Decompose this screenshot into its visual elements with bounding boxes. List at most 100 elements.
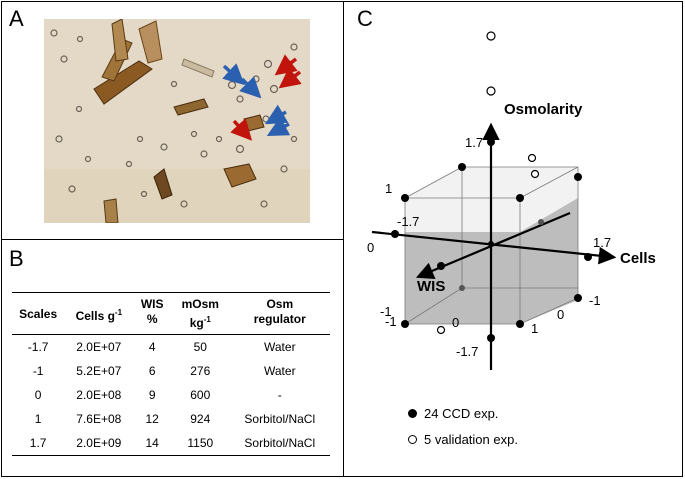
- validation-point: [527, 153, 537, 163]
- cell-wis: 6: [148, 364, 156, 378]
- table-row: 1 7.6E+08 12 924 Sorbitol/NaCl: [12, 407, 330, 431]
- validation-points: [436, 31, 540, 335]
- ccd-point: [574, 173, 582, 181]
- osm-label-bottom: -1.7: [456, 344, 478, 359]
- osm-label-neg-one-a: -1: [380, 304, 392, 319]
- design-table: Scales Cells g-1 WIS% mOsm kg-1 Osm regula…: [12, 292, 330, 456]
- header-scales: Scales: [19, 306, 58, 321]
- cell-mosm: 600: [190, 388, 211, 402]
- header-mosm-unit-text: kg: [189, 316, 204, 330]
- axis-label-wis: WIS: [417, 278, 445, 295]
- header-wis: WIS%: [133, 293, 171, 335]
- validation-point: [486, 31, 496, 41]
- cell-scale: 0: [34, 388, 42, 402]
- cell-mosm: 924: [190, 412, 211, 426]
- legend-item-ccd: 24 CCD exp.: [408, 406, 498, 421]
- cell-wis: 9: [148, 388, 156, 402]
- header-regulator-label: regulator: [253, 312, 306, 326]
- header-cells: Cells g-1: [64, 293, 133, 335]
- ccd-point: [459, 285, 465, 291]
- ccd-point: [538, 219, 544, 225]
- cell-scale: 1: [34, 412, 42, 426]
- cell-regulator: Sorbitol/NaCl: [244, 436, 316, 450]
- table-row: 0 2.0E+08 9 600 -: [12, 383, 330, 407]
- cell-scale: -1.7: [27, 340, 49, 354]
- ccd-point: [488, 241, 494, 247]
- osm-label-zero: 0: [367, 240, 374, 255]
- cells-label-top: 1.7: [593, 235, 611, 250]
- panel-label-c: C: [357, 6, 373, 31]
- wis-label-one: 1: [531, 321, 538, 336]
- cube-edges: [404, 166, 579, 325]
- cell-regulator: -: [277, 388, 282, 402]
- cell-wis: 12: [145, 412, 159, 426]
- panel-label-a: A: [9, 6, 24, 31]
- axis-label-cells: Cells: [620, 250, 656, 267]
- table-row: -1 5.2E+07 6 276 Water: [12, 359, 330, 383]
- filled-circle-icon: [408, 409, 417, 418]
- micrograph-image: [44, 19, 310, 223]
- micrograph-drawing: [44, 19, 310, 223]
- header-mosm-label: mOsm: [181, 297, 219, 311]
- wis-label-neg: -1.7: [397, 214, 419, 229]
- cell-cells: 2.0E+09: [76, 436, 122, 450]
- cell-cells: 5.2E+07: [76, 364, 122, 378]
- ccd-point: [516, 320, 524, 328]
- cell-mosm: 50: [193, 340, 207, 354]
- axis-label-osmolarity: Osmolarity: [504, 101, 583, 118]
- header-osm-regulator: Osm regulator: [230, 293, 330, 335]
- validation-point: [436, 325, 446, 335]
- ccd-point: [437, 262, 445, 270]
- header-cells-label: Cells g: [75, 308, 115, 323]
- cell-regulator: Water: [264, 364, 296, 378]
- osm-label-top: 1.7: [465, 135, 483, 150]
- cell-cells: 2.0E+08: [76, 388, 122, 402]
- cell-cells: 7.6E+08: [76, 412, 122, 426]
- osm-label-neg-one-b: -1: [385, 314, 397, 329]
- panel-label-b: B: [9, 246, 24, 271]
- cell-mosm: 1150: [187, 436, 214, 450]
- tick-labels: 1.7 1 0 -1 -1 -1.7 1.7 -1 0 -1.7 0 1: [367, 135, 611, 359]
- header-wis-unit: %: [146, 312, 158, 326]
- cell-wis: 14: [145, 436, 159, 450]
- header-mosm-unit: kg-1: [171, 312, 230, 331]
- header-wis-label: WIS: [140, 297, 164, 311]
- ccd-points: [391, 138, 592, 342]
- validation-point: [530, 169, 540, 179]
- cells-label-zero: 0: [557, 307, 564, 322]
- osm-label-one: 1: [385, 181, 392, 196]
- wis-label-zero: 0: [452, 315, 459, 330]
- ccd-point: [391, 230, 399, 238]
- cell-cells: 2.0E+07: [76, 340, 122, 354]
- cell-scale: -1: [32, 364, 44, 378]
- ccd-point: [401, 194, 409, 202]
- ccd-point: [458, 163, 466, 171]
- ccd-point: [487, 138, 495, 146]
- cell-regulator: Water: [264, 340, 296, 354]
- table-row: 1.7 2.0E+09 14 1150 Sorbitol/NaCl: [12, 431, 330, 456]
- ccd-point: [574, 294, 582, 302]
- header-mosm: mOsm kg-1: [171, 293, 230, 335]
- design-cube-diagram: Osmolarity Cells WIS 1.7 1 0 -1 -1 -1.7 …: [367, 31, 656, 370]
- legend-item-validation: 5 validation exp.: [408, 432, 518, 447]
- header-osm-label: Osm: [266, 297, 294, 311]
- header-mosm-exponent: -1: [203, 315, 211, 324]
- cell-scale: 1.7: [29, 436, 47, 450]
- wis-axis: [415, 211, 571, 280]
- legend-label-validation: 5 validation exp.: [424, 432, 518, 447]
- ccd-point: [584, 253, 592, 261]
- cell-mosm: 276: [190, 364, 211, 378]
- cell-wis: 4: [148, 340, 156, 354]
- validation-point: [486, 86, 496, 96]
- table-header-row: Scales Cells g-1 WIS% mOsm kg-1 Osm regula…: [12, 292, 330, 335]
- ccd-point: [401, 320, 409, 328]
- legend-label-ccd: 24 CCD exp.: [424, 406, 499, 421]
- header-cells-exponent: -1: [114, 307, 123, 317]
- cells-label-neg-one: -1: [589, 293, 601, 308]
- cell-regulator: Sorbitol/NaCl: [244, 412, 316, 426]
- table-row: -1.7 2.0E+07 4 50 Water: [12, 335, 330, 360]
- ccd-point: [516, 194, 524, 202]
- ccd-point: [487, 334, 495, 342]
- panel-divider-horizontal: [1, 239, 344, 240]
- open-circle-icon: [408, 435, 417, 444]
